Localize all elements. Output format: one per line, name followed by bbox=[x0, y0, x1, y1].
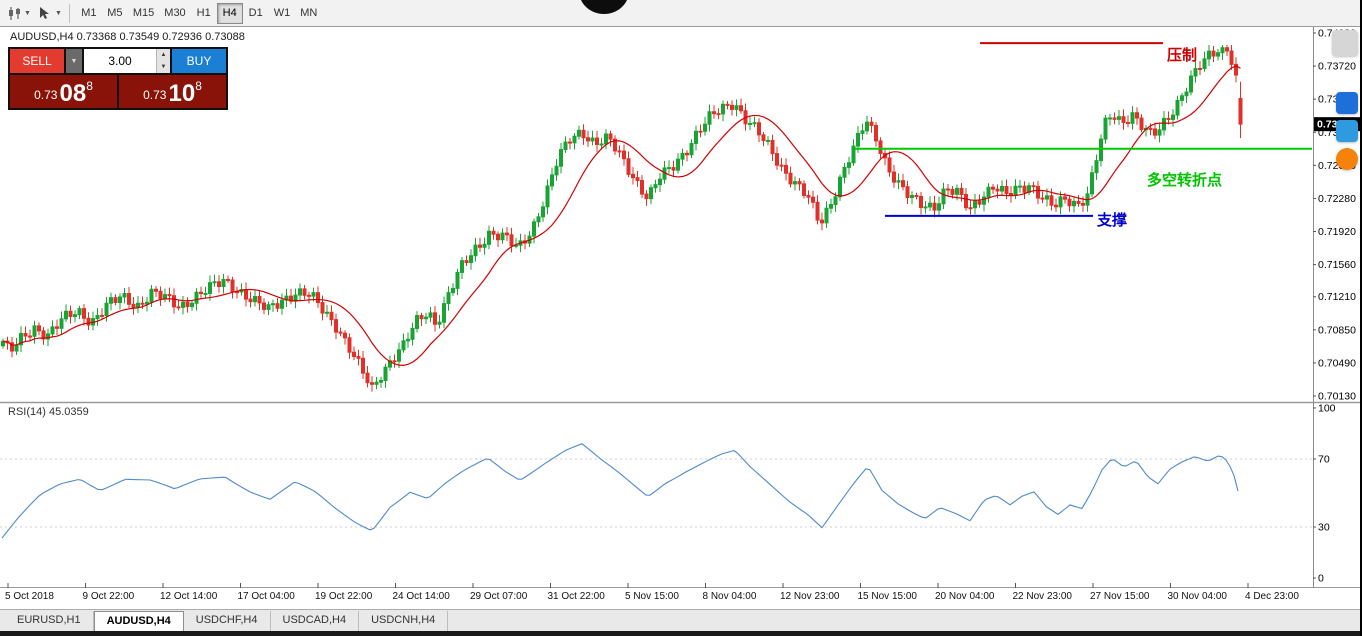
time-axis-label: 17 Oct 04:00 bbox=[237, 591, 295, 602]
pivot-label: 多空转折点 bbox=[1147, 172, 1223, 189]
bid-price-pip-digit: 8 bbox=[86, 79, 93, 93]
chart-frame bbox=[0, 27, 1362, 588]
time-axis-label: 5 Nov 15:00 bbox=[625, 591, 679, 602]
volume-down-icon[interactable]: ▼ bbox=[157, 61, 170, 73]
timeframe-button-M5[interactable]: M5 bbox=[107, 6, 123, 19]
bottom-window-edge bbox=[0, 631, 1362, 636]
svg-text:0.70490: 0.70490 bbox=[1318, 357, 1356, 369]
svg-text:100: 100 bbox=[1318, 403, 1336, 415]
cursor-dropdown-icon[interactable]: ▼ bbox=[54, 9, 62, 17]
timeframe-button-H1[interactable]: H1 bbox=[196, 6, 211, 19]
svg-text:0.71560: 0.71560 bbox=[1318, 259, 1356, 271]
chart-tab-USDCHF-H4[interactable]: USDCHF,H4 bbox=[183, 611, 271, 631]
svg-text:0.71210: 0.71210 bbox=[1318, 291, 1356, 303]
time-axis-label: 22 Nov 23:00 bbox=[1012, 591, 1073, 602]
svg-text:0.71920: 0.71920 bbox=[1318, 226, 1356, 238]
one-click-trading-panel: SELL ▼ 3.00 ▲ ▼ BUY 0.73 08 8 0.73 10 8 bbox=[8, 47, 228, 110]
crosshair-cursor-icon[interactable] bbox=[36, 4, 54, 22]
rsi-line bbox=[1, 443, 1239, 539]
volume-dropdown-button[interactable]: ▼ bbox=[66, 49, 82, 73]
side-icon-column bbox=[1330, 0, 1358, 240]
ask-price-pip-digit: 8 bbox=[195, 79, 202, 93]
time-axis-label: 4 Dec 23:00 bbox=[1245, 591, 1299, 602]
rsi-indicator-label: RSI(14) 45.0359 bbox=[8, 406, 89, 418]
chart-tab-bar: EURUSD,H1 AUDUSD,H4 USDCHF,H4 USDCAD,H4 USDC… bbox=[0, 609, 1362, 631]
ask-price-big-digits: 10 bbox=[168, 80, 196, 107]
chart-tab-EURUSD-H1[interactable]: EURUSD,H1 bbox=[5, 611, 94, 631]
right-window-edge bbox=[1360, 0, 1362, 636]
time-axis-label: 27 Nov 15:00 bbox=[1090, 591, 1150, 602]
time-axis-label: 9 Oct 22:00 bbox=[82, 591, 135, 602]
time-axis-label: 29 Oct 07:00 bbox=[470, 591, 528, 602]
chart-type-dropdown-icon[interactable]: ▼ bbox=[24, 9, 31, 17]
svg-text:0.72280: 0.72280 bbox=[1318, 193, 1356, 205]
timeframe-button-D1[interactable]: D1 bbox=[248, 6, 263, 19]
volume-value[interactable]: 3.00 bbox=[108, 54, 132, 68]
chart-tab-USDCAD-H4[interactable]: USDCAD,H4 bbox=[270, 611, 360, 631]
svg-text:30: 30 bbox=[1318, 522, 1330, 534]
symbol-ohlc-header: AUDUSD,H4 0.73368 0.73549 0.72936 0.7308… bbox=[10, 31, 245, 43]
time-axis-label: 24 Oct 14:00 bbox=[392, 591, 450, 602]
svg-text:0.70850: 0.70850 bbox=[1318, 324, 1356, 336]
timeframe-button-M15[interactable]: M15 bbox=[132, 6, 155, 19]
timeframe-button-W1[interactable]: W1 bbox=[273, 6, 291, 19]
time-axis-label: 20 Nov 04:00 bbox=[935, 591, 995, 602]
top-toolbar: ▼ ▼ M1 M5 M15 M30 H1 H4 D1 W1 MN bbox=[0, 0, 1362, 27]
time-axis-label: 19 Oct 22:00 bbox=[315, 591, 373, 602]
buy-button[interactable]: BUY bbox=[172, 49, 226, 73]
toolbar-separator bbox=[68, 3, 70, 23]
share-blue-icon[interactable] bbox=[1336, 92, 1358, 114]
svg-text:0.70130: 0.70130 bbox=[1318, 391, 1356, 403]
bid-price-display: 0.73 08 8 bbox=[10, 75, 117, 108]
time-axis[interactable]: 5 Oct 2018 9 Oct 22:00 12 Oct 14:00 17 Oct … bbox=[0, 589, 1362, 607]
volume-up-icon[interactable]: ▲ bbox=[157, 49, 170, 61]
time-axis-label: 8 Nov 04:00 bbox=[702, 591, 757, 602]
time-axis-label: 15 Nov 15:00 bbox=[857, 591, 918, 602]
chart-type-icon[interactable] bbox=[5, 4, 23, 22]
cursor-glyph bbox=[40, 6, 50, 19]
volume-spinner: ▲ ▼ bbox=[156, 49, 170, 73]
volume-field[interactable]: 3.00 ▲ ▼ bbox=[84, 49, 170, 73]
timeframe-button-M30[interactable]: M30 bbox=[164, 6, 186, 19]
bid-price-prefix: 0.73 bbox=[34, 88, 58, 102]
chart-tab-USDCNH-H4[interactable]: USDCNH,H4 bbox=[359, 611, 449, 631]
ask-price-prefix: 0.73 bbox=[143, 88, 167, 102]
svg-text:0.73720: 0.73720 bbox=[1318, 61, 1356, 73]
timeframe-button-M1[interactable]: M1 bbox=[81, 6, 97, 19]
time-axis-label: 12 Oct 14:00 bbox=[160, 591, 218, 602]
resistance-label: 压制 bbox=[1167, 47, 1198, 64]
sell-button[interactable]: SELL bbox=[10, 49, 64, 73]
bid-price-big-digits: 08 bbox=[59, 80, 87, 107]
share-lightblue-icon[interactable] bbox=[1336, 120, 1358, 142]
timeframe-toolbar: M1 M5 M15 M30 H1 H4 D1 W1 MN bbox=[76, 2, 322, 24]
support-label: 支撑 bbox=[1097, 212, 1128, 229]
chart-type-glyph bbox=[8, 6, 20, 20]
share-orange-icon[interactable] bbox=[1336, 148, 1358, 170]
ask-price-display: 0.73 10 8 bbox=[119, 75, 226, 108]
timeframe-button-MN[interactable]: MN bbox=[300, 6, 318, 19]
time-axis-label: 12 Nov 23:00 bbox=[780, 591, 840, 602]
moving-average-line bbox=[2, 65, 1241, 366]
rsi-level-lines bbox=[0, 458, 1313, 528]
svg-text:70: 70 bbox=[1318, 454, 1330, 466]
main-chart[interactable]: 0.740800.737200.733600.730000.726400.722… bbox=[0, 27, 1362, 588]
timeframe-button-H4[interactable]: H4 bbox=[216, 2, 243, 24]
rsi-axis[interactable]: 100 70 30 0 bbox=[1313, 403, 1336, 585]
time-axis-label: 5 Oct 2018 bbox=[5, 591, 54, 602]
time-axis-label: 30 Nov 04:00 bbox=[1167, 591, 1228, 602]
svg-text:0: 0 bbox=[1318, 573, 1324, 585]
widget-gray-icon[interactable] bbox=[1332, 30, 1358, 56]
trendline-levels[interactable] bbox=[855, 42, 1312, 217]
black-circle-artifact bbox=[579, 0, 629, 14]
chart-tab-AUDUSD-H4[interactable]: AUDUSD,H4 bbox=[93, 611, 184, 631]
time-axis-label: 31 Oct 22:00 bbox=[547, 591, 605, 602]
